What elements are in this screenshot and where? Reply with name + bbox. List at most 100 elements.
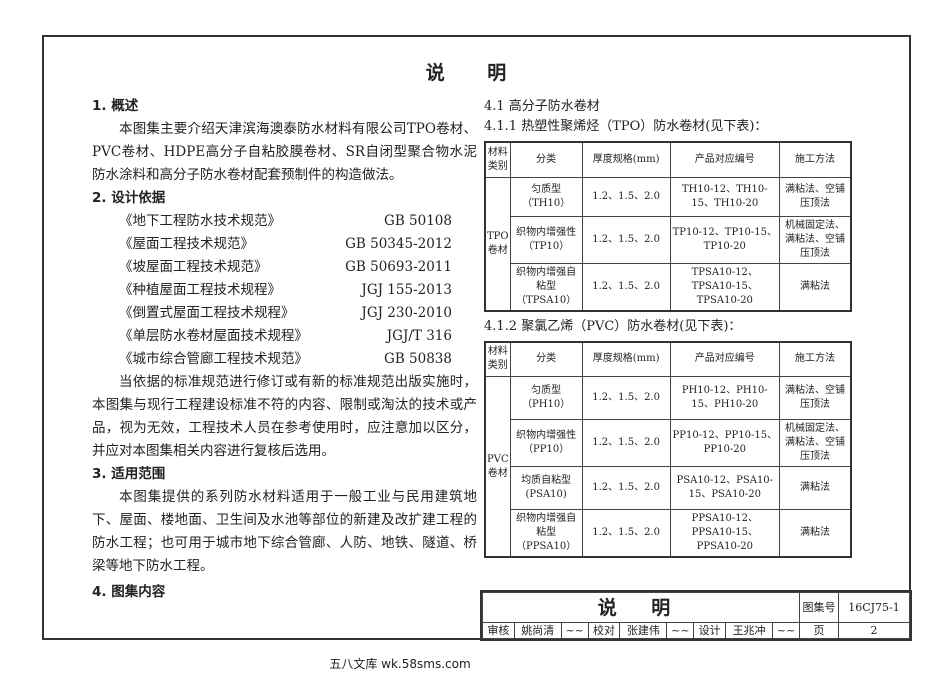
titleblock-title: 说 明	[482, 592, 800, 623]
table-cell: PSA10-12、PSA10-15、PSA10-20	[669, 466, 781, 510]
atlas-label: 图集号	[799, 592, 839, 623]
designer-signature: ~~	[772, 622, 800, 639]
column-header: 产品对应编号	[669, 341, 781, 377]
section-heading: 1. 概述	[92, 98, 139, 114]
checker-name: 张建伟	[619, 622, 668, 639]
reference-name: 《城市综合管廊工程技术规范》	[119, 351, 308, 367]
table-row: 织物内增强自粘型（PPSA10） 1.2、1.5、2.0 PPSA10-12、PPS…	[485, 509, 852, 558]
reference-item: 《倒置式屋面工程技术规程》 JGJ 230-2010	[92, 302, 477, 325]
reference-name: 《倒置式屋面工程技术规程》	[119, 305, 295, 321]
subheading: 4.1.1 热塑性聚烯烃（TPO）防水卷材(见下表)：	[484, 119, 768, 134]
column-header: 材料类别	[484, 341, 511, 377]
tpo-table: 材料类别 分类 厚度规格(mm) 产品对应编号 施工方法 TPO卷材 匀质型（TH10） 1.…	[484, 141, 852, 312]
table-cell: 1.2、1.5、2.0	[581, 215, 671, 264]
table-row: 织物内增强性（PP10） 1.2、1.5、2.0 PP10-12、PP10-15、P…	[485, 419, 852, 467]
paragraph: 当依据的标准规范进行修订或有新的标准规范出版实施时，本图集与现行工程建设标准不符…	[92, 374, 477, 459]
reference-code: GB 50108	[384, 213, 452, 229]
page-title: 说 明	[425, 62, 525, 84]
table-row: PVC卷材 匀质型（PH10） 1.2、1.5、2.0 PH10-12、PH10-15…	[484, 376, 852, 558]
reference-code: GB 50838	[384, 351, 452, 367]
table-cell: 1.2、1.5、2.0	[581, 466, 671, 510]
header-row: 材料类别 分类 厚度规格(mm) 产品对应编号 施工方法	[484, 341, 852, 377]
table-cell: 织物内增强自粘型（TPSA10）	[509, 262, 583, 311]
section-heading: 3. 适用范围	[92, 466, 166, 482]
table-row: 织物内增强自粘型（TPSA10） 1.2、1.5、2.0 TPSA10-12、TPS…	[485, 262, 852, 311]
reference-name: 《地下工程防水技术规范》	[119, 213, 281, 229]
reviewer-signature: ~~	[560, 622, 589, 639]
column-header: 厚度规格(mm)	[581, 341, 671, 377]
reference-code: GB 50693-2011	[345, 259, 452, 275]
reference-item: 《屋面工程技术规范》 GB 50345-2012	[92, 233, 477, 256]
table-cell: 织物内增强性（TP10）	[509, 215, 583, 264]
reference-name: 《单层防水卷材屋面技术规程》	[119, 328, 308, 344]
reference-item: 《单层防水卷材屋面技术规程》 JGJ/T 316	[92, 325, 477, 348]
column-header: 厚度规格(mm)	[581, 141, 671, 178]
paragraph: 本图集提供的系列防水材料适用于一般工业与民用建筑地下、屋面、楼地面、卫生间及水池…	[92, 489, 477, 574]
table-cell: 机械固定法、满粘法、空铺压顶法	[779, 215, 852, 264]
reference-item: 《种植屋面工程技术规程》 JGJ 155-2013	[92, 279, 477, 302]
left-column: 1. 概述 本图集主要介绍天津滨海澳泰防水材料有限公司TPO卷材、PVC卷材、H…	[92, 95, 477, 604]
table-cell: PPSA10-12、PPSA10-15、PPSA10-20	[669, 509, 781, 558]
column-header: 分类	[509, 141, 583, 178]
table-cell: 满粘法	[779, 509, 852, 558]
table-cell: 满粘法、空铺压顶法	[779, 376, 852, 420]
column-header: 产品对应编号	[669, 141, 781, 178]
reference-name: 《屋面工程技术规范》	[119, 236, 254, 252]
table-row: TPO卷材 匀质型（TH10） 1.2、1.5、2.0 TH10-12、TH10-15…	[484, 176, 852, 311]
reference-code: JGJ 155-2013	[361, 282, 452, 298]
design-label: 设计	[693, 622, 727, 639]
table-cell: 1.2、1.5、2.0	[581, 176, 671, 217]
table-cell: 满粘法	[779, 262, 852, 311]
reference-name: 《种植屋面工程技术规程》	[119, 282, 281, 298]
table-cell: 1.2、1.5、2.0	[581, 509, 671, 558]
column-header: 分类	[509, 341, 583, 377]
reference-list: 《地下工程防水技术规范》 GB 50108 《屋面工程技术规范》 GB 50345-2…	[92, 210, 477, 371]
reference-item: 《坡屋面工程技术规范》 GB 50693-2011	[92, 256, 477, 279]
material-category: PVC卷材	[484, 376, 511, 558]
column-header: 施工方法	[779, 341, 852, 377]
check-label: 校对	[587, 622, 621, 639]
review-label: 审核	[482, 622, 515, 639]
table-cell: 匀质型（TH10）	[509, 176, 583, 217]
section-heading: 2. 设计依据	[92, 190, 166, 206]
atlas-number: 16CJ75-1	[838, 592, 910, 623]
table-row: 均质自粘型(PSA10) 1.2、1.5、2.0 PSA10-12、PSA10-15…	[485, 466, 852, 510]
page-number: 2	[838, 622, 910, 639]
right-column: 4.1 高分子防水卷材 4.1.1 热塑性聚烯烃（TPO）防水卷材(见下表)： …	[484, 97, 854, 563]
table-cell: 满粘法、空铺压顶法	[779, 176, 852, 217]
table-cell: 均质自粘型(PSA10)	[509, 466, 583, 510]
table-cell: PH10-12、PH10-15、PH10-20	[669, 376, 781, 420]
column-header: 材料类别	[484, 141, 511, 178]
page-label: 页	[799, 622, 839, 639]
watermark: 五八文库 wk.58sms.com	[329, 657, 471, 671]
table-cell: 织物内增强性（PP10）	[509, 419, 583, 467]
table-cell: 1.2、1.5、2.0	[581, 376, 671, 420]
reference-code: GB 50345-2012	[345, 236, 452, 252]
reviewer-name: 姚尚清	[513, 622, 562, 639]
reference-name: 《坡屋面工程技术规范》	[119, 259, 268, 275]
pvc-table: 材料类别 分类 厚度规格(mm) 产品对应编号 施工方法 PVC卷材 匀质型（PH10） 1.…	[484, 340, 852, 558]
table-cell: TPSA10-12、TPSA10-15、TPSA10-20	[669, 262, 781, 311]
table-cell: 满粘法	[779, 466, 852, 510]
checker-signature: ~~	[666, 622, 695, 639]
column-header: 施工方法	[779, 141, 852, 178]
title-block: 说 明 图集号 16CJ75-1 审核 姚尚清 ~~ 校对 张建伟 ~~ 设计 …	[480, 590, 912, 641]
header-row: 材料类别 分类 厚度规格(mm) 产品对应编号 施工方法	[484, 141, 852, 178]
reference-item: 《地下工程防水技术规范》 GB 50108	[92, 210, 477, 233]
table-cell: 织物内增强自粘型（PPSA10）	[509, 509, 583, 558]
paragraph: 本图集主要介绍天津滨海澳泰防水材料有限公司TPO卷材、PVC卷材、HDPE高分子…	[92, 121, 477, 183]
designer-name: 王兆冲	[725, 622, 774, 639]
table-cell: 机械固定法、满粘法、空铺压顶法	[779, 419, 852, 467]
drawing-frame	[42, 35, 911, 640]
reference-code: JGJ 230-2010	[361, 305, 452, 321]
material-category: TPO卷材	[484, 176, 511, 311]
subheading: 4.1 高分子防水卷材	[484, 99, 600, 114]
table-cell: 1.2、1.5、2.0	[581, 419, 671, 467]
table-row: 织物内增强性（TP10） 1.2、1.5、2.0 TP10-12、TP10-15、T…	[485, 215, 852, 264]
reference-code: JGJ/T 316	[386, 328, 452, 344]
subheading: 4.1.2 聚氯乙烯（PVC）防水卷材(见下表)：	[484, 318, 742, 334]
table-cell: 匀质型（PH10）	[509, 376, 583, 420]
table-cell: TP10-12、TP10-15、TP10-20	[669, 215, 781, 264]
table-cell: 1.2、1.5、2.0	[581, 262, 671, 311]
section-heading: 4. 图集内容	[92, 584, 166, 600]
